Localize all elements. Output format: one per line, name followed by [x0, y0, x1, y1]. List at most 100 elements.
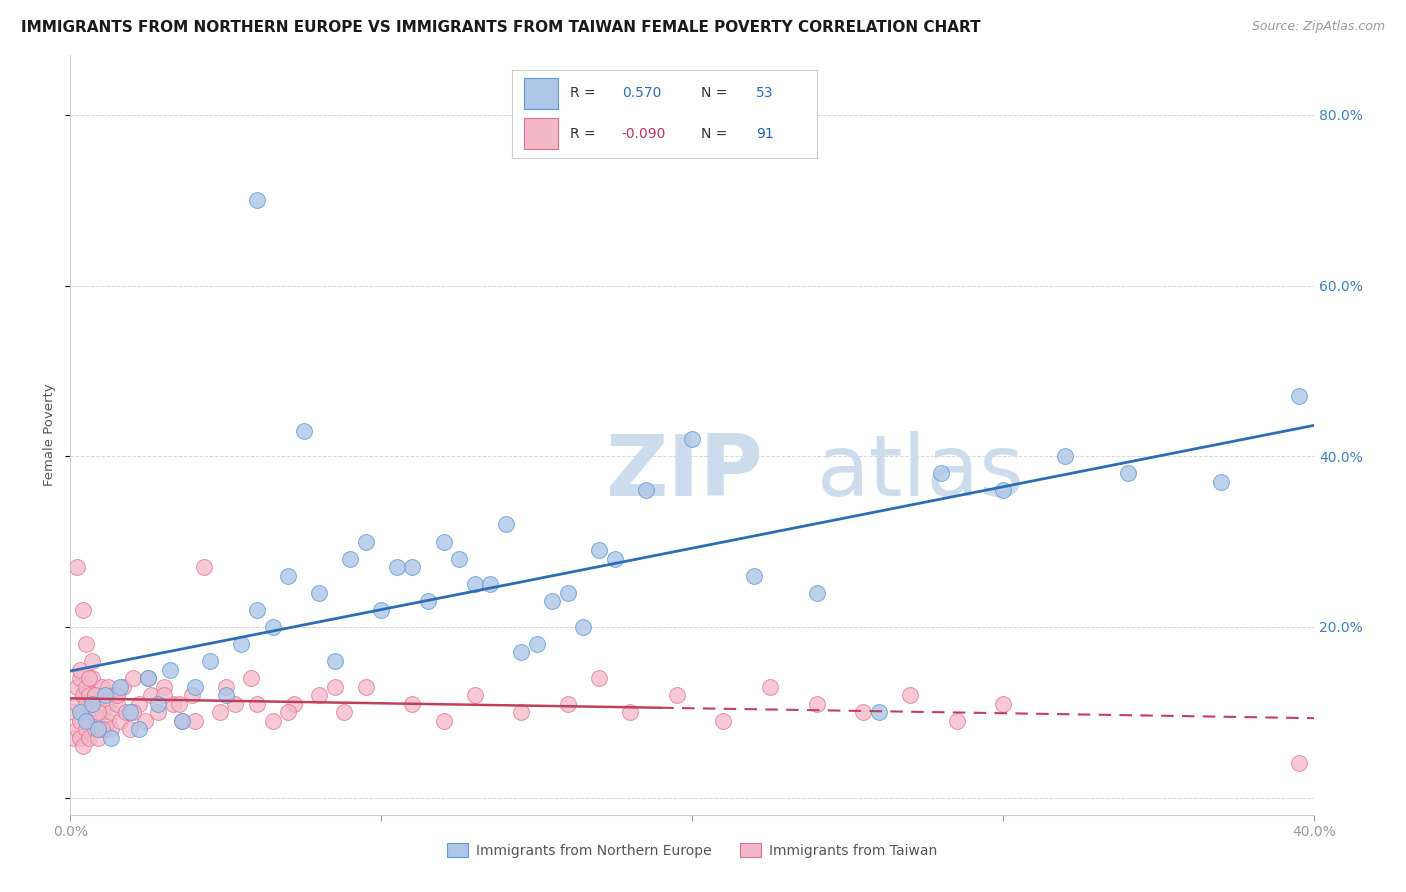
Point — [180, 688, 202, 702]
Point — [75, 697, 97, 711]
Point — [66, 723, 89, 737]
Point — [118, 723, 141, 737]
Point — [239, 671, 262, 685]
Point — [93, 697, 115, 711]
Point — [136, 671, 159, 685]
Point — [993, 697, 1015, 711]
Point — [100, 731, 122, 745]
Point — [929, 467, 952, 481]
Point — [159, 663, 181, 677]
Point — [806, 697, 828, 711]
Point — [246, 603, 269, 617]
Point — [852, 705, 875, 719]
Point — [66, 680, 89, 694]
Point — [401, 697, 423, 711]
Point — [277, 705, 299, 719]
Point — [292, 424, 315, 438]
Point — [77, 671, 100, 685]
Point — [681, 432, 703, 446]
Point — [603, 551, 626, 566]
Point — [215, 680, 238, 694]
Point — [75, 714, 97, 728]
Point — [898, 688, 921, 702]
Point — [215, 688, 238, 702]
Point — [557, 585, 579, 599]
Point — [87, 705, 110, 719]
Point — [69, 671, 91, 685]
Point — [806, 585, 828, 599]
Point — [370, 603, 392, 617]
Point — [69, 714, 91, 728]
Point — [82, 654, 104, 668]
Point — [479, 577, 502, 591]
Point — [333, 705, 356, 719]
Point — [69, 731, 91, 745]
Point — [541, 594, 564, 608]
Point — [193, 560, 215, 574]
Point — [713, 714, 735, 728]
Point — [323, 654, 346, 668]
Point — [87, 731, 110, 745]
Point — [572, 620, 595, 634]
Point — [75, 723, 97, 737]
Point — [665, 688, 688, 702]
Point — [136, 671, 159, 685]
Point — [464, 577, 486, 591]
Point — [75, 637, 97, 651]
Point — [84, 723, 107, 737]
Point — [231, 637, 253, 651]
Point — [868, 705, 890, 719]
Point — [97, 714, 120, 728]
Point — [1116, 467, 1139, 481]
Point — [108, 714, 131, 728]
Point — [354, 680, 377, 694]
Point — [146, 705, 169, 719]
Point — [72, 705, 94, 719]
Point — [77, 714, 100, 728]
Point — [108, 680, 131, 694]
Point — [323, 680, 346, 694]
Point — [146, 697, 169, 711]
Point — [72, 688, 94, 702]
Point — [588, 671, 610, 685]
Point — [82, 671, 104, 685]
Text: atlas: atlas — [817, 432, 1025, 515]
Point — [87, 723, 110, 737]
Point — [172, 714, 194, 728]
Point — [464, 688, 486, 702]
Point — [224, 697, 246, 711]
Point — [449, 551, 471, 566]
Point — [557, 697, 579, 711]
Point — [208, 705, 231, 719]
Point — [103, 688, 125, 702]
Point — [432, 534, 454, 549]
Point — [82, 705, 104, 719]
Point — [416, 594, 439, 608]
Point — [90, 723, 112, 737]
Point — [308, 688, 330, 702]
Point — [308, 585, 330, 599]
Text: IMMIGRANTS FROM NORTHERN EUROPE VS IMMIGRANTS FROM TAIWAN FEMALE POVERTY CORRELA: IMMIGRANTS FROM NORTHERN EUROPE VS IMMIG… — [21, 20, 981, 35]
Point — [993, 483, 1015, 498]
Point — [1288, 756, 1310, 771]
Point — [169, 697, 191, 711]
Point — [172, 714, 194, 728]
Point — [77, 731, 100, 745]
Point — [87, 697, 110, 711]
Text: Source: ZipAtlas.com: Source: ZipAtlas.com — [1251, 20, 1385, 33]
Point — [72, 739, 94, 754]
Point — [105, 697, 128, 711]
Point — [100, 723, 122, 737]
Point — [262, 620, 284, 634]
Point — [121, 705, 143, 719]
Point — [385, 560, 408, 574]
Point — [1209, 475, 1232, 489]
Point — [1054, 449, 1077, 463]
Point — [105, 688, 128, 702]
Point — [112, 680, 135, 694]
Point — [510, 645, 533, 659]
Point — [134, 714, 156, 728]
Point — [93, 723, 115, 737]
Point — [62, 705, 84, 719]
Point — [77, 688, 100, 702]
